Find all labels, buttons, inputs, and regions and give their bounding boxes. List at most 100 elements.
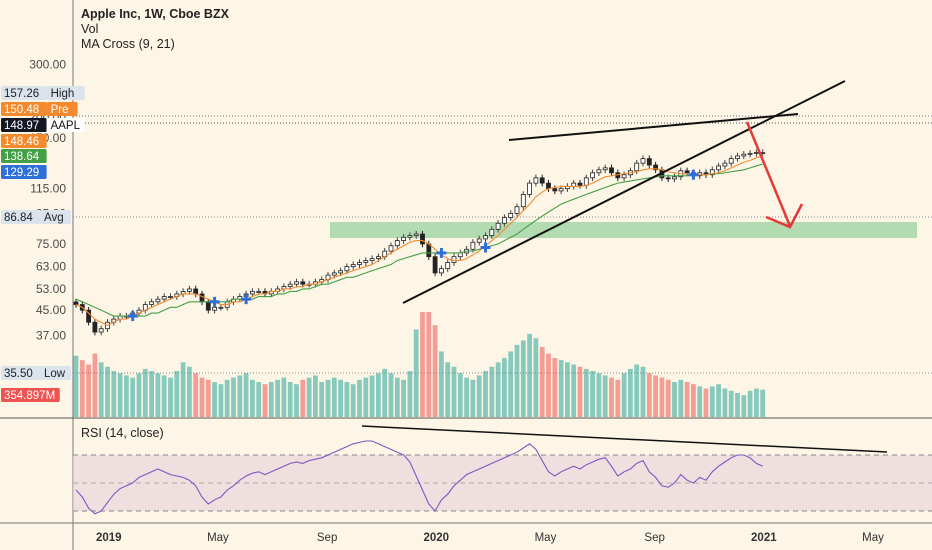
candle: [722, 162, 728, 167]
x-tick-label: May: [862, 532, 884, 544]
volume-bar: [445, 362, 451, 417]
candle: [596, 169, 602, 174]
volume-bar: [388, 373, 394, 417]
volume-bar: [218, 384, 224, 417]
candle: [552, 188, 558, 192]
candle: [363, 260, 369, 263]
volume-bar: [124, 375, 129, 417]
volume-bars: [73, 312, 766, 417]
candle: [514, 206, 520, 214]
volume-bar: [558, 360, 564, 417]
x-tick-label: May: [207, 532, 229, 544]
candle: [754, 152, 759, 154]
candle: [602, 167, 608, 171]
volume-bar: [168, 377, 173, 417]
wedge-lower-line[interactable]: [402, 80, 846, 304]
volume-bar: [212, 382, 217, 417]
x-tick-label: May: [535, 532, 557, 544]
candle: [640, 158, 646, 164]
candle: [161, 296, 167, 300]
candle: [716, 165, 721, 171]
volume-bar: [697, 386, 703, 417]
candle: [672, 176, 677, 180]
price-tags: 157.26 High 150.48 Pre 148.97 AAPL 148.46 138.6…: [1, 86, 85, 402]
y-tick-label: 300.00: [29, 57, 66, 71]
y-tick-label: 53.00: [36, 282, 66, 296]
candle: [388, 245, 394, 252]
candle: [527, 182, 532, 195]
volume-bar: [747, 390, 753, 417]
blue-plus-icon: [127, 311, 138, 322]
volume-bar: [754, 388, 759, 417]
volume-bar: [394, 377, 400, 417]
volume-bar: [287, 382, 293, 417]
volume-bar: [250, 379, 255, 417]
volume-bar: [684, 382, 690, 417]
ma-cross-legend: MA Cross (9, 21): [81, 37, 175, 51]
volume-bar: [174, 371, 180, 417]
volume-bar: [224, 379, 230, 417]
volume-bar: [199, 377, 205, 417]
blue-plus-icon: [209, 296, 220, 307]
candle: [338, 270, 344, 274]
volume-bar: [489, 366, 495, 417]
x-tick-label: 2021: [751, 532, 777, 544]
volume-bar: [111, 371, 117, 417]
x-tick-label: 2019: [96, 532, 122, 544]
price-tag-value: 354.897M: [4, 390, 55, 402]
price-tag: 138.64: [1, 149, 47, 163]
volume-bar: [546, 353, 551, 417]
volume-bar: [615, 379, 621, 417]
candle: [470, 241, 476, 250]
ma-slow-line: [75, 163, 763, 317]
volume-bar: [634, 364, 640, 417]
volume-bar: [86, 364, 91, 417]
volume-bar: [256, 382, 262, 417]
volume-bar: [413, 329, 419, 417]
ma-fast-line: [75, 155, 763, 327]
volume-bar: [583, 368, 589, 417]
candle: [747, 152, 753, 155]
volume-bar: [514, 344, 520, 417]
candle: [394, 240, 400, 247]
volume-bar: [243, 373, 249, 417]
forecast-arrow[interactable]: [745, 121, 804, 229]
volume-bar: [237, 375, 243, 417]
candle: [735, 155, 740, 160]
candle: [590, 172, 595, 179]
volume-bar: [300, 379, 306, 417]
candle: [457, 252, 463, 258]
candle: [646, 158, 652, 166]
y-tick-label: 37.00: [36, 329, 66, 343]
volume-bar: [539, 347, 545, 417]
candle: [438, 268, 444, 274]
candle: [218, 306, 224, 309]
volume-bar: [508, 351, 514, 417]
volume-bar: [709, 386, 715, 417]
volume-bar: [344, 382, 350, 417]
volume-bar: [628, 368, 633, 417]
volume-bar: [79, 360, 85, 417]
volume-bar: [205, 379, 211, 417]
y-tick-label: 63.00: [36, 260, 66, 274]
candle: [149, 301, 155, 305]
volume-bar: [306, 377, 312, 417]
candle: [193, 288, 199, 295]
blue-plus-icon: [688, 169, 699, 180]
ma-cross-markers: [127, 169, 699, 322]
volume-bar: [571, 364, 577, 417]
target-zone[interactable]: [330, 222, 917, 238]
candle: [476, 238, 482, 243]
volume-bar: [552, 357, 558, 417]
rsi-divergence-line[interactable]: [361, 425, 888, 453]
wedge-upper-line[interactable]: [508, 113, 799, 141]
volume-bar: [495, 362, 501, 417]
candle: [741, 153, 747, 157]
volume-bar: [180, 362, 186, 417]
candle: [369, 258, 375, 261]
candle: [407, 235, 413, 238]
x-tick-label: Sep: [644, 532, 664, 544]
volume-bar: [672, 382, 677, 417]
price-tag-value: 129.29: [4, 167, 39, 179]
